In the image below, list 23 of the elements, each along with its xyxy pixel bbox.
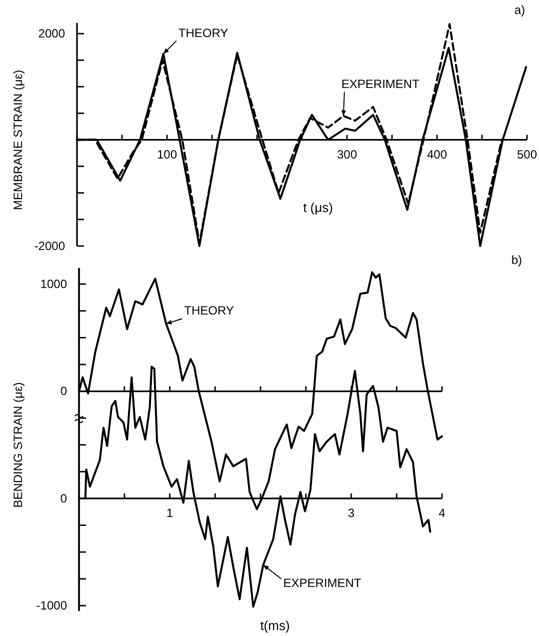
x-tick-label: 100	[156, 147, 178, 162]
y-axis-title: MEMBRANE STRAIN (με)	[11, 70, 25, 210]
annotation: EXPERIMENT	[341, 76, 420, 91]
x-tick-label: 500	[516, 147, 538, 162]
y-tick-label: 0	[60, 384, 68, 398]
x-axis-title: t(ms)	[260, 618, 290, 633]
y-tick-label: 0	[60, 491, 68, 506]
annotation: THEORY	[184, 304, 234, 318]
x-tick-label: 4	[438, 506, 446, 520]
y-axis-title: BENDING STRAIN (με)	[11, 382, 25, 508]
x-tick-label: 3	[348, 506, 355, 520]
annotation: THEORY	[178, 26, 228, 40]
text: a)	[514, 3, 525, 17]
annotation: EXPERIMENT	[283, 576, 362, 590]
x-axis-title: t (μs)	[303, 200, 333, 215]
y-tick-label: -1000	[36, 598, 68, 612]
x-tick-label: 1	[166, 506, 174, 520]
y-tick-label: 2000	[38, 26, 66, 40]
x-tick-label: 300	[336, 147, 358, 162]
text: b)	[511, 253, 522, 267]
y-tick-label: -2000	[34, 238, 66, 253]
x-tick-label: 400	[426, 147, 448, 162]
y-tick-label: 1000	[40, 276, 68, 291]
